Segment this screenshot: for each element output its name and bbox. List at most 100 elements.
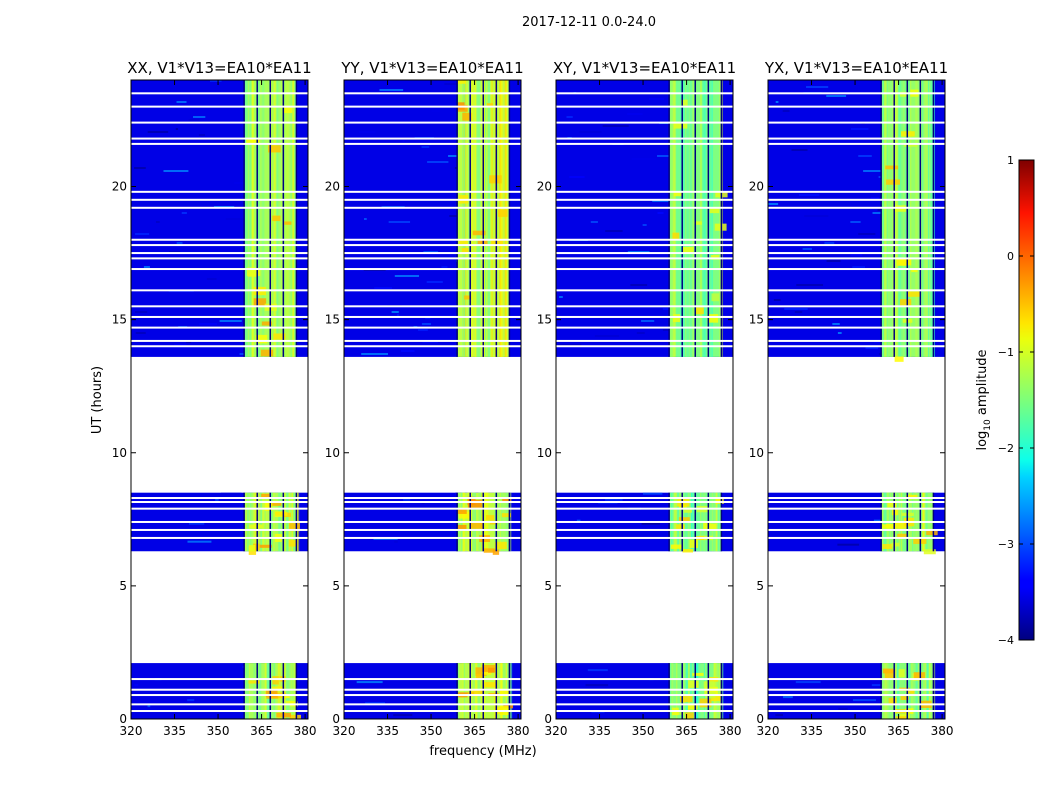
- flagged-row: [556, 289, 733, 292]
- x-tick-label: 335: [588, 724, 611, 738]
- flagged-row: [131, 142, 308, 145]
- flagged-row: [556, 238, 733, 241]
- y-tick-label: 0: [332, 712, 340, 726]
- panel-0: XX, V1*V13=EA10*EA11 320 335 350 365 380 0 5 10 1…: [112, 59, 317, 738]
- flagged-row: [768, 92, 945, 95]
- y-tick-label: 15: [749, 313, 764, 327]
- flagged-row: [131, 688, 308, 691]
- y-tick-label: 15: [537, 313, 552, 327]
- flagged-row: [768, 710, 945, 713]
- flagged-row: [131, 345, 308, 348]
- flagged-row: [768, 289, 945, 292]
- flagged-row: [768, 694, 945, 697]
- flagged-row: [131, 198, 308, 201]
- flagged-row: [556, 305, 733, 308]
- flagged-row: [556, 710, 733, 713]
- flagged-row: [344, 339, 521, 342]
- flagged-row: [344, 257, 521, 260]
- flagged-row: [556, 252, 733, 255]
- flagged-row: [768, 142, 945, 145]
- flagged-row: [768, 315, 945, 318]
- flagged-row: [131, 190, 308, 193]
- flagged-row: [556, 206, 733, 209]
- panel-frame: [343, 79, 522, 720]
- panel-title: XX, V1*V13=EA10*EA11: [127, 59, 311, 77]
- flagged-row: [768, 528, 945, 531]
- y-tick-label: 5: [332, 579, 340, 593]
- flagged-row: [344, 315, 521, 318]
- flagged-row: [131, 121, 308, 124]
- flagged-row: [556, 198, 733, 201]
- y-tick-label: 5: [756, 579, 764, 593]
- flagged-row: [556, 345, 733, 348]
- flagged-row: [131, 497, 308, 500]
- flagged-row: [768, 238, 945, 241]
- flagged-row: [768, 688, 945, 691]
- flagged-row: [131, 710, 308, 713]
- flagged-row: [131, 339, 308, 342]
- y-tick-label: 0: [756, 712, 764, 726]
- panel-frame: [555, 79, 734, 720]
- flagged-row: [344, 497, 521, 500]
- flagged-row: [768, 257, 945, 260]
- flagged-row: [131, 305, 308, 308]
- flagged-row: [768, 520, 945, 523]
- flagged-row: [131, 105, 308, 108]
- colorbar: 10−1−2−3−4 log10 amplitude: [975, 154, 1035, 647]
- x-axis-label: frequency (MHz): [429, 744, 536, 759]
- flagged-row: [344, 305, 521, 308]
- flagged-row: [768, 206, 945, 209]
- flagged-row: [556, 244, 733, 247]
- flagged-row: [768, 198, 945, 201]
- flagged-row: [344, 678, 521, 681]
- y-tick-label: 10: [325, 446, 340, 460]
- flagged-row: [131, 315, 308, 318]
- flagged-row: [344, 345, 521, 348]
- flagged-row: [768, 678, 945, 681]
- flagged-row: [131, 507, 308, 510]
- colorbar-tick-label: −1: [998, 346, 1014, 359]
- x-tick-label: 380: [931, 724, 954, 738]
- flagged-row: [344, 142, 521, 145]
- flagged-row: [344, 520, 521, 523]
- flagged-row: [344, 528, 521, 531]
- flagged-row: [344, 252, 521, 255]
- flagged-row: [556, 507, 733, 510]
- y-tick-label: 0: [119, 712, 127, 726]
- x-tick-label: 380: [294, 724, 317, 738]
- flagged-row: [344, 238, 521, 241]
- flagged-row: [344, 190, 521, 193]
- x-tick-label: 365: [887, 724, 910, 738]
- x-tick-label: 350: [207, 724, 230, 738]
- x-tick-label: 380: [507, 724, 530, 738]
- y-axis-label: UT (hours): [90, 366, 105, 434]
- y-tick-label: 0: [544, 712, 552, 726]
- flagged-row: [768, 137, 945, 140]
- y-tick-label: 5: [544, 579, 552, 593]
- y-tick-label: 5: [119, 579, 127, 593]
- flagged-row: [344, 198, 521, 201]
- flagged-row: [344, 105, 521, 108]
- flagged-row: [556, 536, 733, 539]
- colorbar-label-log: log: [975, 431, 990, 451]
- flagged-row: [556, 257, 733, 260]
- colorbar-tick-label: 1: [1007, 154, 1014, 167]
- panel-image: [344, 80, 521, 719]
- panel-1: YY, V1*V13=EA10*EA11 320 335 350 365 380 0 5 10 1…: [325, 59, 530, 738]
- flagged-row: [344, 137, 521, 140]
- flagged-row: [131, 257, 308, 260]
- flagged-row: [131, 536, 308, 539]
- flagged-row: [768, 121, 945, 124]
- panel-frame: [130, 79, 309, 720]
- y-tick-label: 20: [325, 180, 340, 194]
- flagged-row: [556, 268, 733, 271]
- x-tick-label: 320: [545, 724, 568, 738]
- y-tick-label: 20: [749, 180, 764, 194]
- flagged-row: [344, 536, 521, 539]
- flagged-row: [344, 703, 521, 706]
- colorbar-tick-label: −3: [998, 538, 1014, 551]
- flagged-row: [344, 688, 521, 691]
- flagged-row: [556, 528, 733, 531]
- x-tick-label: 320: [757, 724, 780, 738]
- flagged-row: [131, 238, 308, 241]
